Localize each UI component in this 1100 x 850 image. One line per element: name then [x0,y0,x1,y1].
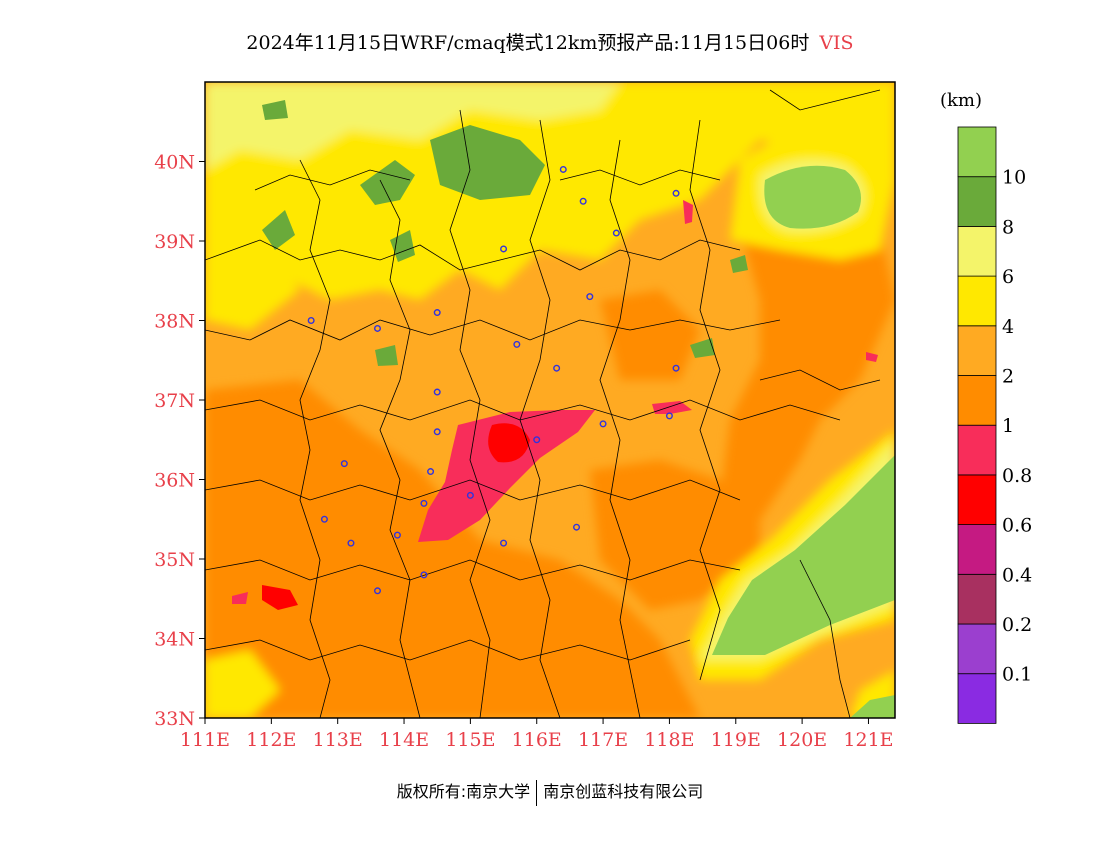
station-marker [586,293,594,301]
colorbar-segment [957,375,997,426]
station-marker [374,324,382,332]
colorbar-label: 10 [1002,167,1026,189]
station-marker [599,420,607,428]
station-marker [500,539,508,547]
map-title: 2024年11月15日WRF/cmaq模式12km预报产品:11月15日06时 V… [0,28,1100,55]
station-marker [320,515,328,523]
station-marker [672,364,680,372]
y-tick-label: 39N [154,231,195,253]
station-marker [433,309,441,317]
colorbar-segment [957,573,997,625]
station-markers [307,165,680,595]
x-tick-label: 116E [512,729,562,751]
station-marker [533,436,541,444]
station-marker [307,317,315,325]
copyright-credit: 版权所有:南京大学 南京创蓝科技有限公司 [0,778,1100,806]
colorbar-segment [957,474,997,525]
station-marker [433,388,441,396]
x-tick-label: 114E [379,729,429,751]
credit-right: 南京创蓝科技有限公司 [543,782,704,801]
colorbar-label: 0.8 [1002,465,1032,487]
station-marker [559,165,567,173]
station-marker [513,340,521,348]
station-marker [347,539,355,547]
colorbar-label: 0.1 [1002,664,1032,686]
colorbar-label: 6 [1002,266,1014,288]
colorbar-label: 2 [1002,366,1014,388]
station-marker [466,491,474,499]
station-marker [500,245,508,253]
colorbar-segment [957,225,997,277]
station-marker [573,523,581,531]
colorbar-label: 8 [1002,216,1014,238]
map-title-variable: VIS [819,32,854,54]
colorbar-segment [957,424,997,476]
x-tick-label: 113E [313,729,363,751]
station-marker [427,468,435,476]
y-tick-label: 38N [154,311,195,333]
y-tick-label: 40N [154,152,195,174]
station-marker [393,531,401,539]
credit-left: 版权所有:南京大学 [396,782,531,801]
station-marker [612,229,620,237]
colorbar-segment [957,325,997,376]
station-marker [420,571,428,579]
x-tick-label: 121E [843,729,893,751]
visibility-field [205,82,895,718]
boundary-lines [205,89,881,718]
y-tick-label: 35N [154,549,195,571]
colorbar-label: 0.2 [1002,614,1032,636]
station-marker [340,460,348,468]
x-tick-label: 120E [777,729,827,751]
colorbar-segment [957,126,997,178]
colorbar-label: 0.6 [1002,515,1032,537]
station-marker [665,412,673,420]
colorbar: 0.1 0.2 0.4 0.6 0.8 1 2 4 6 8 10 [957,126,1032,724]
colorbar-label: 4 [1002,316,1014,338]
x-tick-label: 117E [578,729,628,751]
credit-separator [536,779,538,806]
colorbar-segment [957,623,997,675]
colorbar-segment [957,176,997,227]
colorbar-label: 0.4 [1002,564,1032,586]
x-tick-label: 115E [445,729,495,751]
colorbar-unit: (km) [940,90,983,111]
station-marker [433,428,441,436]
station-marker [553,364,561,372]
colorbar-segment [957,275,997,327]
y-tick-label: 36N [154,470,195,492]
station-marker [672,189,680,197]
y-tick-label: 33N [154,708,195,730]
map-title-text: 2024年11月15日WRF/cmaq模式12km预报产品:11月15日06时 [246,32,810,54]
y-tick-label: 37N [154,390,195,412]
x-tick-label: 118E [644,729,694,751]
station-marker [374,587,382,595]
colorbar-segment [957,524,997,575]
station-marker [579,197,587,205]
x-tick-label: 111E [180,729,230,751]
y-tick-label: 34N [154,629,195,651]
station-marker [420,499,428,507]
x-tick-label: 112E [246,729,296,751]
axis-ticks: 111E 112E 113E 114E 115E 116E 117E 118E 119E 120E… [154,152,893,752]
colorbar-label: 1 [1002,415,1014,437]
x-tick-label: 119E [711,729,761,751]
colorbar-segment [957,673,997,724]
